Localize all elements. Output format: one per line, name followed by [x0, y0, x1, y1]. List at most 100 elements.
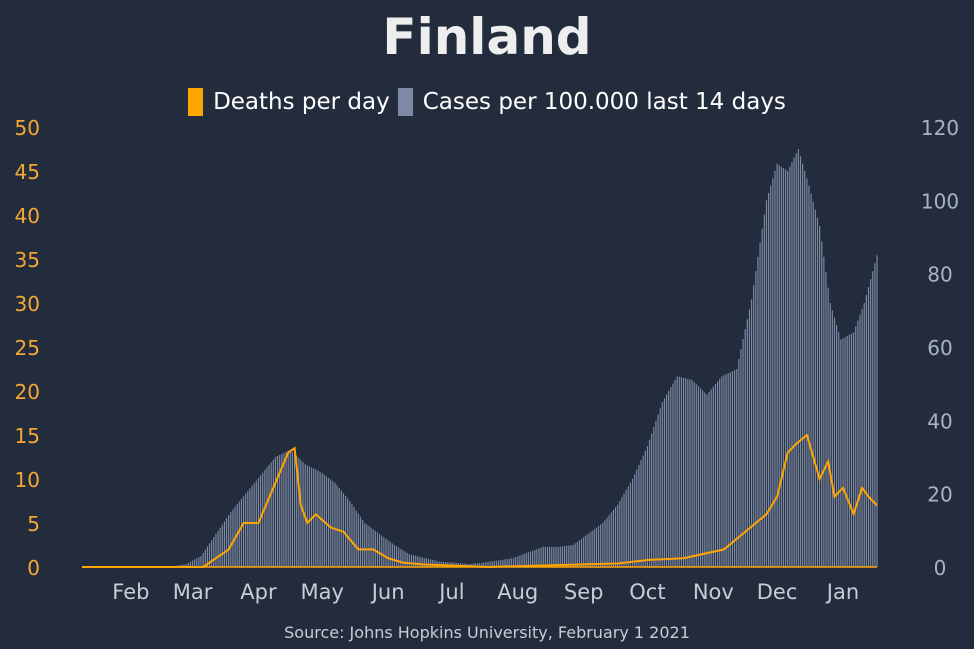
cases-bar	[729, 372, 731, 567]
cases-bar	[846, 336, 848, 567]
cases-bar	[553, 546, 555, 567]
cases-bar	[625, 490, 627, 567]
cases-bar	[410, 554, 413, 567]
cases-bar	[559, 546, 561, 567]
cases-bar	[848, 334, 850, 567]
cases-bar	[200, 556, 202, 567]
cases-bar	[274, 457, 277, 567]
cases-bar	[427, 558, 430, 567]
cases-bar	[668, 391, 670, 567]
cases-bar	[644, 450, 646, 567]
cases-bar	[517, 556, 519, 567]
cases-bar	[296, 455, 298, 567]
cases-bar	[634, 474, 636, 567]
cases-bar	[383, 537, 385, 567]
cases-bar	[655, 420, 657, 567]
cases-bar	[808, 185, 810, 567]
cases-bar	[780, 166, 782, 567]
cases-bar	[727, 373, 729, 567]
cases-bar	[757, 256, 759, 567]
x-axis-month-label: Mar	[173, 580, 213, 604]
cases-bar	[515, 557, 517, 567]
cases-bar	[319, 471, 321, 567]
cases-bar	[855, 326, 857, 567]
cases-bar	[597, 526, 600, 567]
cases-bar	[472, 563, 474, 567]
cases-bar	[211, 540, 213, 567]
cases-bar	[330, 479, 332, 567]
x-axis-month-label: Jul	[437, 580, 464, 604]
cases-bar	[196, 558, 198, 567]
cases-bar	[600, 524, 602, 567]
cases-bar	[283, 452, 285, 567]
cases-bar	[638, 464, 640, 567]
cases-bar	[572, 545, 574, 567]
cases-bar	[721, 376, 723, 567]
cases-bar	[799, 156, 802, 568]
x-axis-month-label: Jan	[825, 580, 859, 604]
cases-bar	[670, 387, 672, 567]
cases-bar	[576, 541, 578, 567]
cases-bar	[529, 551, 532, 567]
cases-bar	[489, 561, 491, 567]
cases-bar	[693, 382, 695, 567]
cases-bar	[353, 507, 355, 567]
cases-bar	[708, 392, 710, 567]
cases-bar	[589, 532, 591, 567]
cases-bar	[181, 564, 183, 567]
cases-bar	[187, 562, 189, 567]
cases-bar	[768, 193, 770, 567]
legend-label-cases: Cases per 100.000 last 14 days	[422, 89, 786, 115]
cases-bar	[315, 469, 317, 567]
cases-bar	[232, 509, 234, 567]
cases-bar	[785, 169, 787, 568]
cases-bar	[791, 162, 793, 567]
cases-bar	[393, 545, 396, 567]
cases-bar	[389, 541, 391, 567]
cases-bar	[742, 339, 744, 567]
cases-bar	[370, 527, 372, 567]
cases-bar	[587, 534, 589, 567]
cases-bar	[432, 559, 434, 567]
cases-bar	[838, 332, 840, 567]
deaths-swatch-icon	[188, 88, 204, 116]
cases-bar	[568, 545, 570, 567]
cases-bar	[194, 559, 196, 567]
cases-bar	[381, 535, 383, 567]
cases-bar	[621, 497, 623, 567]
cases-bar	[532, 550, 534, 567]
cases-bar	[191, 560, 194, 567]
cases-bar	[423, 557, 425, 567]
legend: Deaths per day Cases per 100.000 last 14…	[0, 88, 974, 116]
cases-bar	[823, 256, 825, 567]
cases-bar	[859, 314, 861, 567]
cases-bar	[617, 504, 619, 567]
chart-title: Finland	[382, 8, 592, 66]
cases-bar	[272, 459, 274, 567]
left-axis-tick-label: 15	[15, 424, 40, 448]
cases-bar	[614, 507, 617, 567]
cases-swatch-icon	[397, 88, 413, 116]
cases-bar	[379, 534, 381, 567]
cases-bar	[189, 561, 191, 567]
cases-bar	[332, 481, 334, 567]
cases-bar	[285, 451, 287, 567]
cases-bar	[300, 460, 302, 567]
cases-bar	[602, 523, 604, 567]
cases-bar	[867, 287, 870, 567]
cases-bar	[425, 558, 427, 567]
cases-bar	[583, 537, 585, 567]
cases-bar	[391, 543, 393, 567]
cases-bar	[302, 462, 304, 567]
cases-bar	[850, 333, 853, 567]
cases-bar	[678, 376, 680, 567]
cases-bar	[874, 263, 876, 567]
cases-bar	[504, 559, 506, 567]
cases-bar	[865, 295, 867, 567]
source-note: Source: Johns Hopkins University, Februa…	[284, 623, 690, 642]
left-axis-tick-label: 35	[15, 248, 40, 272]
cases-bar	[842, 338, 844, 567]
cases-bar	[266, 467, 268, 567]
cases-bar	[262, 472, 264, 567]
cases-bar	[374, 530, 376, 567]
